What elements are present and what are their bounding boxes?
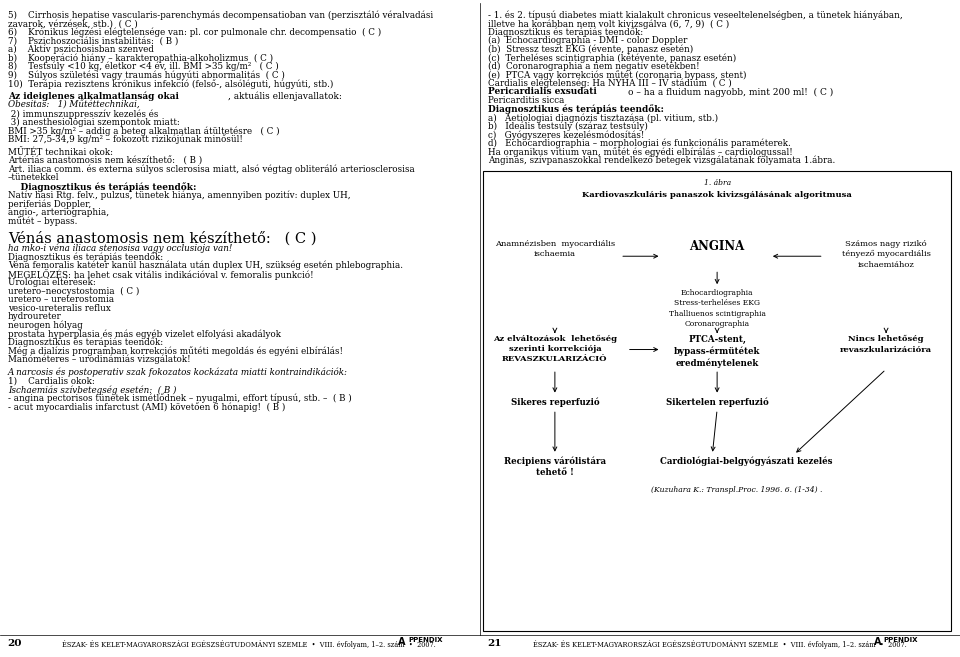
Text: Véna femoralis katéter kanül használata után duplex UH, szükség esetén phlebogra: Véna femoralis katéter kanül használata … (8, 261, 402, 270)
Text: 1)    Cardialis okok:: 1) Cardialis okok: (8, 376, 94, 386)
Text: ANGINA: ANGINA (689, 240, 745, 253)
Text: 2) immunszuppresszív kezelés és: 2) immunszuppresszív kezelés és (8, 109, 158, 118)
Text: Ischaemiás szívbetegség esetén:  ( B ): Ischaemiás szívbetegség esetén: ( B ) (8, 385, 176, 394)
Text: a)   Aetiologiai diagnózis tisztazása (pl. vitium, stb.): a) Aetiologiai diagnózis tisztazása (pl.… (488, 113, 718, 122)
Text: PTCA-stent,
bypass-érmütétek
eredménytelenek: PTCA-stent, bypass-érmütétek eredménytel… (674, 335, 760, 367)
Text: BMI: 27,5-34,9 kg/m² – fokozott rizikójúnak minősül!: BMI: 27,5-34,9 kg/m² – fokozott rizikójú… (8, 135, 243, 145)
Text: 7)    Pszichoszociális instabilitás:  ( B ): 7) Pszichoszociális instabilitás: ( B ) (8, 36, 178, 45)
Text: Még a dialízis programban korrekciós műtéti megoldás és egyéni elbírálás!: Még a dialízis programban korrekciós műt… (8, 346, 343, 356)
Text: b)   Ideális testsúly (száraz testsúly): b) Ideális testsúly (száraz testsúly) (488, 122, 648, 131)
Text: Nincs lehetőség
revaszkularizációra: Nincs lehetőség revaszkularizációra (840, 335, 932, 353)
Text: hydroureter: hydroureter (8, 312, 61, 321)
Text: Echocardiographia
Stress-terheléses EKG
Thalliuenos scintigraphia
Coronarographi: Echocardiographia Stress-terheléses EKG … (668, 289, 766, 328)
Text: Anamnézisben  myocardiális
ischaemia: Anamnézisben myocardiális ischaemia (494, 240, 615, 258)
Text: c)   Gyógyszeres kezelésmódosítás!: c) Gyógyszeres kezelésmódosítás! (488, 130, 644, 139)
Text: ÉSZAK- ÉS KELET-MAGYARORSZÁGI EGÉSZSÉGTUDOMÁNYI SZEMLE  •  VIII. évfolyam, 1–2. : ÉSZAK- ÉS KELET-MAGYARORSZÁGI EGÉSZSÉGTU… (62, 640, 436, 649)
Text: Diagnosztikus és terápiás teendők:: Diagnosztikus és terápiás teendők: (8, 338, 163, 348)
Text: d)   Echocardiographia – morphologiai és funkcionális paraméterek.: d) Echocardiographia – morphologiai és f… (488, 139, 790, 148)
Text: prostata hyperplasia és más egyéb vizelet elfolyási akadályok: prostata hyperplasia és más egyéb vizele… (8, 329, 280, 338)
Text: Obesitas:   1) Műtéttechnikai,: Obesitas: 1) Műtéttechnikai, (8, 101, 139, 110)
Text: Pericardialis exsudati: Pericardialis exsudati (488, 87, 596, 97)
Text: - 1. és 2. típusú diabetes miatt kialakult chronicus veseeltelenelségben, a tüne: - 1. és 2. típusú diabetes miatt kialaku… (488, 11, 902, 20)
Text: Diagnosztikus és terápiás teendők:: Diagnosztikus és terápiás teendők: (8, 252, 163, 262)
Text: (e)  PTCA vagy korrekciós műtét (coronaria bypass, stent): (e) PTCA vagy korrekciós műtét (coronari… (488, 70, 746, 80)
Text: Natív hasi Rtg. felv., pulzus, tünetek hiánya, amennyiben pozitív: duplex UH,: Natív hasi Rtg. felv., pulzus, tünetek h… (8, 191, 350, 200)
Text: Pericarditis sicca: Pericarditis sicca (488, 96, 564, 105)
Text: 9)    Súlyos születési vagy traumás húgyúti abnormalitás  ( C ): 9) Súlyos születési vagy traumás húgyúti… (8, 70, 284, 79)
Text: vesico-ureteralis reflux: vesico-ureteralis reflux (8, 304, 110, 313)
Text: 6)    Krónikus légzési elégtelensége van: pl. cor pulmonale chr. decompensatio  : 6) Krónikus légzési elégtelensége van: p… (8, 28, 381, 37)
Text: a)    Aktív pszichosisban szenved: a) Aktív pszichosisban szenved (8, 45, 154, 54)
Text: periferiás Doppler,: periferiás Doppler, (8, 199, 91, 208)
Text: PPENDIX: PPENDIX (408, 637, 443, 643)
Text: A: A (398, 637, 406, 647)
Text: (d)  Coronarographia a nem negatív esetekben!: (d) Coronarographia a nem negatív esetek… (488, 62, 699, 71)
Text: b)    Kooperáció hiány – karakteropathia-alkoholizmus  ( C ): b) Kooperáció hiány – karakteropathia-al… (8, 53, 273, 62)
Text: (c)  Terheléses scintigraphia (kétévente, panasz esetén): (c) Terheléses scintigraphia (kétévente,… (488, 53, 736, 62)
Text: BMI >35 kg/m² – addig a beteg alkalmatlan átültetésre   ( C ): BMI >35 kg/m² – addig a beteg alkalmatla… (8, 126, 279, 135)
Text: 3) anesthesiologiai szempontok miatt:: 3) anesthesiologiai szempontok miatt: (8, 118, 180, 127)
Text: Sikeres reperfuzió: Sikeres reperfuzió (511, 397, 599, 407)
Text: A: A (874, 637, 881, 647)
Text: Vénás anastomosis nem készíthető:   ( C ): Vénás anastomosis nem készíthető: ( C ) (8, 231, 316, 246)
Text: (b)  Stressz teszt EKG (évente, panasz esetén): (b) Stressz teszt EKG (évente, panasz es… (488, 45, 693, 54)
Text: Cardialis elégtelenség: Ha NYHA III – IV stádium  ( C ): Cardialis elégtelenség: Ha NYHA III – IV… (488, 79, 732, 88)
Text: Diagnosztikus és terápiás teendők:: Diagnosztikus és terápiás teendők: (488, 104, 663, 114)
Text: neurogen hólyag: neurogen hólyag (8, 321, 83, 330)
Text: MEGELŐZÉS: ha lehet csak vitális indikációval v. femoralis punkció!: MEGELŐZÉS: ha lehet csak vitális indikác… (8, 269, 313, 281)
Text: o – ha a fluidum nagyobb, mint 200 ml!  ( C ): o – ha a fluidum nagyobb, mint 200 ml! (… (628, 87, 833, 97)
Text: MŰTÉT technikai okok:: MŰTÉT technikai okok: (8, 148, 113, 157)
Text: - angina pectorisos tünetek ismétlődnek – nyugalmi, effort típusú, stb. –  ( B ): - angina pectorisos tünetek ismétlődnek … (8, 394, 351, 403)
Text: –tünetekkel: –tünetekkel (8, 173, 60, 183)
Text: zavarok, vérzések, stb.)  ( C ): zavarok, vérzések, stb.) ( C ) (8, 19, 137, 28)
Bar (483, 171, 951, 631)
Text: 1. ábra: 1. ábra (704, 179, 731, 187)
Text: Sikertelen reperfuzió: Sikertelen reperfuzió (665, 397, 769, 407)
Text: - acut myocardialis infarctust (AMI) követően 6 hónapig!  ( B ): - acut myocardialis infarctust (AMI) köv… (8, 402, 285, 412)
Text: 8)    Testsúly <10 kg, életkor <4 év, ill. BMI >35 kg/m²   ( C ): 8) Testsúly <10 kg, életkor <4 év, ill. … (8, 62, 278, 71)
Text: 21: 21 (488, 639, 502, 648)
Text: 10)  Terápia rezisztens krónikus infekció (felső-, alsóléguti, húgyúti, stb.): 10) Terápia rezisztens krónikus infekció… (8, 79, 333, 89)
Text: Diagnosztikus és terápiás teendők:: Diagnosztikus és terápiás teendők: (488, 28, 643, 37)
Text: Manóméteres – urodinámiás vizsgálatok!: Manóméteres – urodinámiás vizsgálatok! (8, 355, 190, 364)
Text: Cardiológiai-belgyógyászati kezelés: Cardiológiai-belgyógyászati kezelés (660, 457, 832, 466)
Text: uretero – ureterostomia: uretero – ureterostomia (8, 295, 114, 304)
Text: angio-, arteriographia,: angio-, arteriographia, (8, 208, 108, 217)
Text: Az elváltozások  lehetőség
szerinti korrekciója
REVASZKULARIZÁCIÓ: Az elváltozások lehetőség szerinti korre… (492, 335, 617, 363)
Text: Ha organikus vitium van, műtét és egyédi elbírálás – cardiologussal!: Ha organikus vitium van, műtét és egyédi… (488, 147, 792, 157)
Text: Artériás anastomosis nem készíthető:   ( B ): Artériás anastomosis nem készíthető: ( B… (8, 156, 202, 166)
Text: műtét – bypass.: műtét – bypass. (8, 216, 77, 226)
Text: , aktuális ellenjavallatok:: , aktuális ellenjavallatok: (228, 92, 342, 101)
Text: Számos nagy rizikó
tényező myocardiális
ischaemiához: Számos nagy rizikó tényező myocardiális … (842, 240, 930, 269)
Text: PPENDIX: PPENDIX (883, 637, 918, 643)
Text: Diagnosztikus és terápiás teendők:: Diagnosztikus és terápiás teendők: (8, 182, 196, 192)
Text: A narcosis és postoperativ szak fokozatos kockázata miatti kontraindikációk:: A narcosis és postoperativ szak fokozato… (8, 368, 348, 377)
Text: (a)  Echocardiographia - DMI - color Doppler: (a) Echocardiographia - DMI - color Dopp… (488, 36, 687, 45)
Text: 20: 20 (8, 639, 22, 648)
Text: ÉSZAK- ÉS KELET-MAGYARORSZÁGI EGÉSZSÉGTUDOMÁNYI SZEMLE  •  VIII. évfolyam, 1–2. : ÉSZAK- ÉS KELET-MAGYARORSZÁGI EGÉSZSÉGTU… (533, 640, 906, 649)
Text: Recipiens várólistára
tehető !: Recipiens várólistára tehető ! (504, 457, 606, 477)
Text: (Kuzuhara K.: Transpl.Proc. 1996. 6. (1-34) .: (Kuzuhara K.: Transpl.Proc. 1996. 6. (1-… (651, 486, 822, 494)
Text: Urológiai eltérések:: Urológiai eltérések: (8, 278, 96, 287)
Text: Anginás, szívpanaszokkal rendelkező betegek vizsgálatának folyamata 1.ábra.: Anginás, szívpanaszokkal rendelkező bete… (488, 156, 835, 166)
Text: illetve ha korábban nem volt kivizsgálva (6, 7, 9)  ( C ): illetve ha korábban nem volt kivizsgálva… (488, 19, 729, 28)
Text: Kardiovaszkuláris panaszok kivizsgálásának algoritmusa: Kardiovaszkuláris panaszok kivizsgálásán… (582, 191, 852, 198)
Text: 5)    Cirrhosis hepatise vascularis-parenchymás decompensatioban van (perzisztál: 5) Cirrhosis hepatise vascularis-parench… (8, 11, 433, 20)
Text: Art. iliaca comm. és externa súlyos sclerosisa miatt, alsó végtag obliteráló art: Art. iliaca comm. és externa súlyos scle… (8, 165, 415, 174)
Text: Az ideiglenes alkalmatlanság okai: Az ideiglenes alkalmatlanság okai (8, 92, 179, 101)
Text: uretero–neocystostomia  ( C ): uretero–neocystostomia ( C ) (8, 286, 139, 296)
Text: ha mko-i véna iliaca stenosisa vagy occlusioja van!: ha mko-i véna iliaca stenosisa vagy occl… (8, 244, 232, 253)
